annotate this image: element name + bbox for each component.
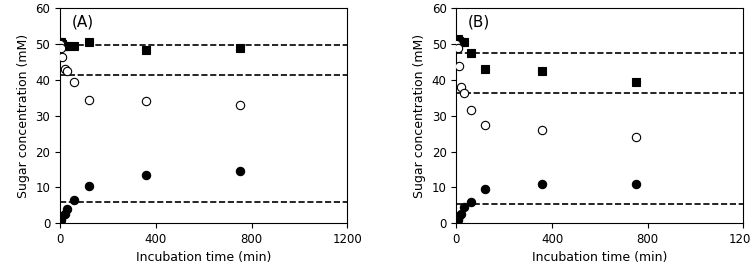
- X-axis label: Incubation time (min): Incubation time (min): [532, 251, 668, 264]
- Text: (B): (B): [468, 15, 490, 30]
- Text: (A): (A): [71, 15, 94, 30]
- Y-axis label: Sugar concentration (mM): Sugar concentration (mM): [413, 34, 426, 198]
- X-axis label: Incubation time (min): Incubation time (min): [136, 251, 271, 264]
- Y-axis label: Sugar concentration (mM): Sugar concentration (mM): [17, 34, 30, 198]
